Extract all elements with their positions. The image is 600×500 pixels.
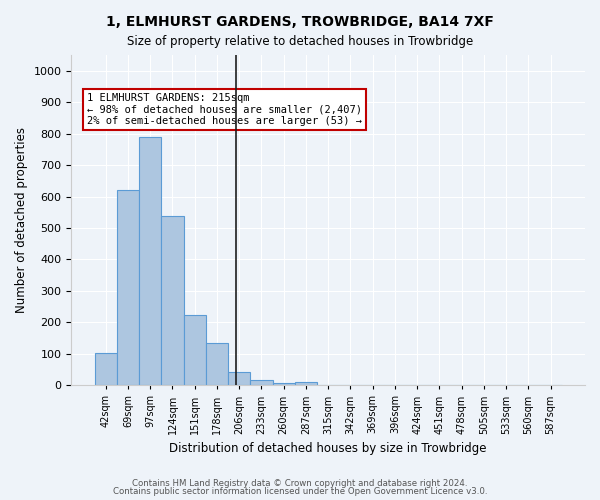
Y-axis label: Number of detached properties: Number of detached properties: [15, 127, 28, 313]
Bar: [184, 316, 206, 386]
Bar: [295, 382, 317, 386]
Text: 1, ELMHURST GARDENS, TROWBRIDGE, BA14 7XF: 1, ELMHURST GARDENS, TROWBRIDGE, BA14 7X…: [106, 15, 494, 29]
Text: Contains HM Land Registry data © Crown copyright and database right 2024.: Contains HM Land Registry data © Crown c…: [132, 478, 468, 488]
Bar: [228, 372, 250, 386]
Bar: [139, 137, 161, 386]
Text: Contains public sector information licensed under the Open Government Licence v3: Contains public sector information licen…: [113, 487, 487, 496]
Bar: [206, 344, 228, 386]
Bar: [161, 216, 184, 386]
Bar: [95, 353, 117, 386]
Text: 1 ELMHURST GARDENS: 215sqm
← 98% of detached houses are smaller (2,407)
2% of se: 1 ELMHURST GARDENS: 215sqm ← 98% of deta…: [86, 93, 362, 126]
Text: Size of property relative to detached houses in Trowbridge: Size of property relative to detached ho…: [127, 35, 473, 48]
Bar: [250, 380, 272, 386]
Bar: [117, 190, 139, 386]
X-axis label: Distribution of detached houses by size in Trowbridge: Distribution of detached houses by size …: [169, 442, 487, 455]
Bar: [272, 383, 295, 386]
